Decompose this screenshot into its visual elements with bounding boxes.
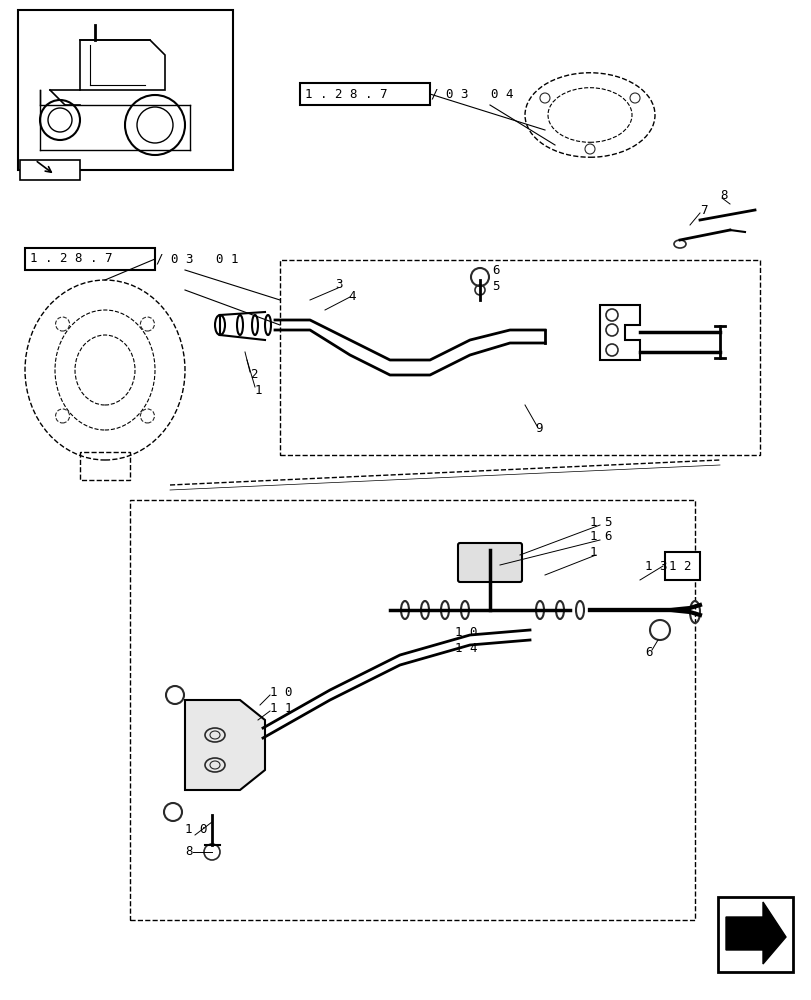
Text: 8: 8	[719, 189, 727, 202]
Bar	[299, 83, 430, 105]
Bar	[717, 897, 792, 972]
Ellipse shape	[251, 315, 258, 335]
Ellipse shape	[215, 315, 225, 335]
Text: 7: 7	[699, 204, 706, 217]
Bar	[25, 248, 155, 270]
Text: 1 0: 1 0	[270, 686, 292, 698]
Polygon shape	[725, 902, 785, 964]
Ellipse shape	[547, 88, 631, 142]
Text: 1 2: 1 2	[668, 560, 691, 572]
Polygon shape	[599, 305, 639, 360]
Text: 8: 8	[185, 845, 192, 858]
Bar	[664, 552, 699, 580]
Text: 1 4: 1 4	[454, 642, 477, 654]
Polygon shape	[185, 700, 264, 790]
Text: 1 0: 1 0	[454, 626, 477, 638]
Text: 1 3: 1 3	[644, 560, 667, 572]
Bar	[20, 160, 80, 180]
Text: 1 5: 1 5	[590, 516, 611, 528]
Bar	[280, 260, 759, 455]
Text: 6: 6	[491, 263, 499, 276]
FancyBboxPatch shape	[457, 543, 521, 582]
Text: 1 6: 1 6	[590, 530, 611, 544]
Ellipse shape	[264, 315, 271, 335]
Bar	[130, 500, 694, 920]
Text: 1: 1	[590, 546, 597, 558]
Text: / 0 3   0 4: / 0 3 0 4	[431, 88, 513, 101]
Text: 4: 4	[348, 290, 355, 304]
Text: 1 . 2 8 . 7: 1 . 2 8 . 7	[30, 252, 113, 265]
Text: 5: 5	[491, 280, 499, 294]
Text: 6: 6	[644, 646, 652, 660]
Text: 9: 9	[534, 422, 542, 434]
Text: 1 1: 1 1	[270, 702, 292, 714]
Bar	[18, 10, 233, 170]
Ellipse shape	[237, 315, 242, 335]
Ellipse shape	[525, 73, 654, 157]
Text: / 0 3   0 1: / 0 3 0 1	[156, 252, 238, 265]
Text: 3: 3	[335, 278, 342, 292]
Text: 1: 1	[255, 383, 262, 396]
Text: 1 0: 1 0	[185, 823, 208, 836]
Ellipse shape	[25, 280, 185, 460]
Text: 1 . 2 8 . 7: 1 . 2 8 . 7	[305, 88, 387, 101]
Text: 2: 2	[250, 368, 257, 381]
Ellipse shape	[75, 335, 135, 405]
Ellipse shape	[55, 310, 155, 430]
